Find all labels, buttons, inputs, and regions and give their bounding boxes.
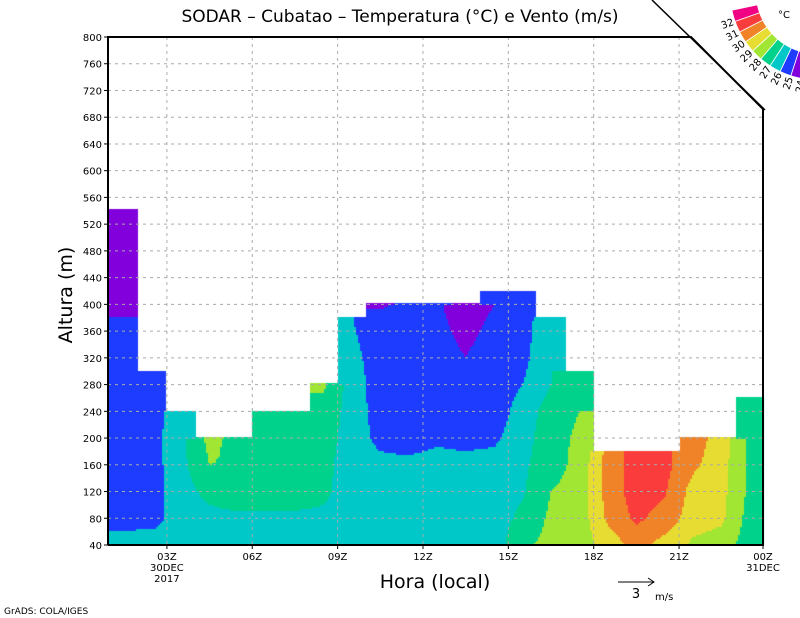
colorbar-swatch [731, 4, 761, 22]
x-tick-label: 15Z [499, 552, 519, 563]
y-tick-label: 80 [89, 514, 102, 525]
y-tick-label: 280 [83, 381, 102, 392]
x-tick-label: 12Z [413, 552, 433, 563]
y-tick-label: 120 [83, 488, 102, 499]
y-tick-label: 360 [83, 327, 102, 338]
legend-divider [651, 0, 766, 111]
chart-title: SODAR – Cubatao – Temperatura (°C) e Ven… [181, 7, 618, 27]
wind-reference-vector: 3 m/s [618, 577, 673, 603]
y-tick-label: 200 [83, 434, 102, 445]
y-tick-label: 760 [83, 60, 102, 71]
wind-reference-value: 3 [632, 587, 640, 602]
footer-credit: GrADS: COLA/IGES [4, 607, 88, 617]
x-tick-date-label: 2017 [154, 574, 179, 585]
x-tick-date-label: 31DEC [746, 563, 780, 574]
y-tick-label: 680 [83, 113, 102, 124]
y-tick-label: 480 [83, 247, 102, 258]
x-tick-label: 21Z [669, 552, 689, 563]
y-tick-label: 400 [83, 300, 102, 311]
y-tick-label: 320 [83, 354, 102, 365]
y-tick-label: 600 [83, 167, 102, 178]
grid-lines [108, 37, 763, 545]
plot-frame [107, 0, 766, 546]
colorbar-label: 26 [769, 71, 784, 87]
y-axis-label: Altura (m) [55, 247, 77, 344]
x-tick-label: 03Z [157, 552, 177, 563]
y-tick-label: 800 [83, 33, 102, 44]
y-tick-label: 560 [83, 193, 102, 204]
colorbar-label: 24 [794, 79, 800, 94]
colorbar-label: 32 [720, 17, 736, 32]
colorbar-label: 31 [725, 28, 741, 44]
wind-reference-unit: m/s [655, 592, 673, 603]
colorbar-label: 25 [782, 76, 796, 92]
x-tick-label: 00Z [753, 552, 773, 563]
colorbar-unit: °C [778, 10, 790, 21]
x-tick-date-label: 30DEC [150, 563, 184, 574]
y-axis: 40 80 120 160 200 240 280 320 360 400 440 480 520 560… [83, 33, 108, 552]
x-tick-label: 09Z [328, 552, 348, 563]
y-tick-label: 720 [83, 86, 102, 97]
y-tick-label: 640 [83, 140, 102, 151]
y-tick-label: 520 [83, 220, 102, 231]
y-tick-label: 240 [83, 407, 102, 418]
x-axis-label: Hora (local) [380, 571, 491, 593]
x-tick-label: 06Z [242, 552, 262, 563]
y-tick-label: 160 [83, 461, 102, 472]
y-tick-label: 440 [83, 274, 102, 285]
y-tick-label: 40 [89, 541, 102, 552]
x-tick-label: 18Z [584, 552, 604, 563]
